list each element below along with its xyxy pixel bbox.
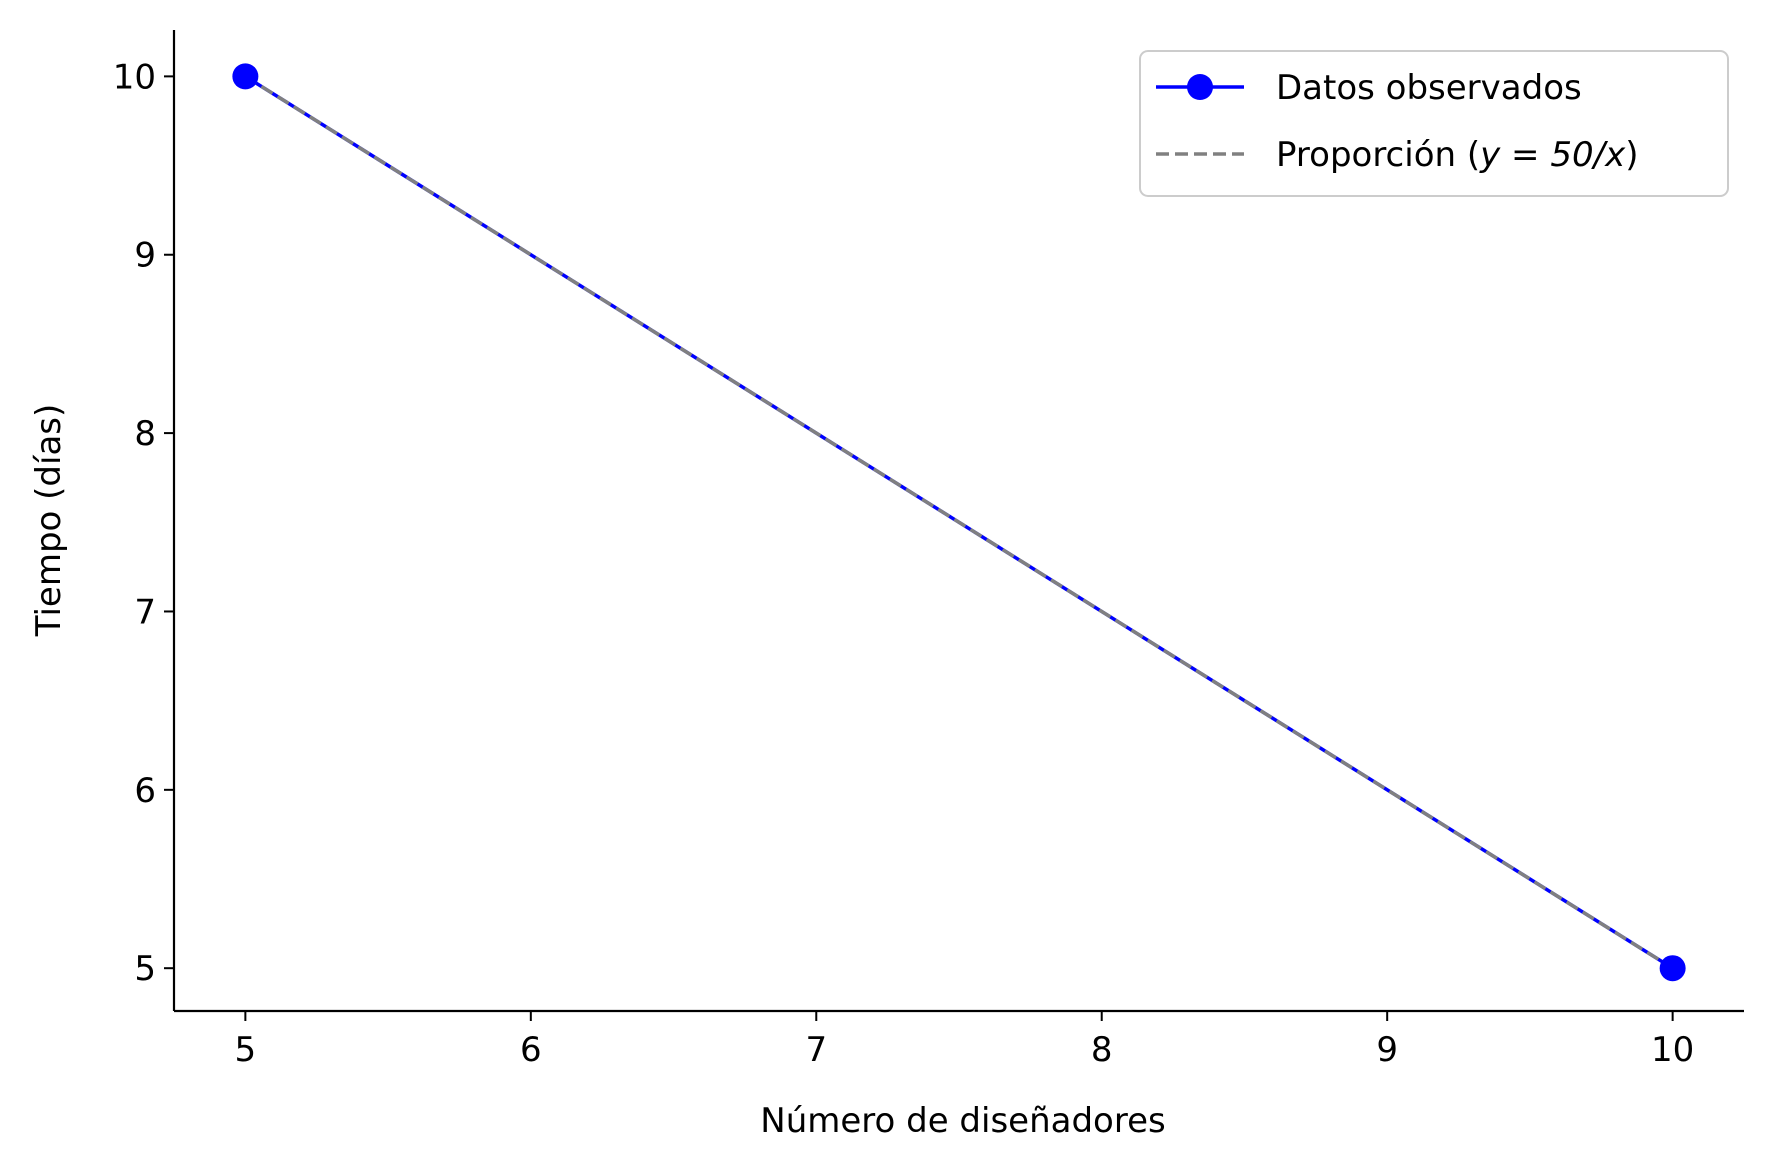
series-line-proportion <box>244 74 1674 970</box>
y-tick-label: 5 <box>134 949 156 989</box>
y-tick-label: 10 <box>113 57 156 97</box>
x-tick-label: 6 <box>520 1030 542 1070</box>
legend-marker-observed <box>1187 74 1213 100</box>
x-tick-label: 10 <box>1651 1030 1694 1070</box>
x-axis-ticks: 5 6 7 8 9 10 <box>235 1011 1694 1070</box>
x-tick-label: 8 <box>1091 1030 1113 1070</box>
y-axis-ticks: 5 6 7 8 9 10 <box>113 57 174 989</box>
y-tick-label: 9 <box>134 236 156 276</box>
y-tick-label: 6 <box>134 771 156 811</box>
data-point-observed <box>1659 955 1686 982</box>
legend-label-observed: Datos observados <box>1276 68 1582 108</box>
legend-label-proportion-prefix: Proporción ( <box>1276 135 1480 175</box>
x-axis-label: Número de diseñadores <box>760 1101 1165 1141</box>
legend-box <box>1139 50 1729 197</box>
x-tick-label: 7 <box>805 1030 827 1070</box>
legend-label-proportion-math: y = 50/x <box>1479 135 1626 175</box>
y-tick-label: 8 <box>134 414 156 454</box>
legend: Datos observados Proporción (y = 50/x) <box>1139 50 1729 197</box>
legend-label-proportion: Proporción (y = 50/x) <box>1276 135 1638 175</box>
data-point-observed <box>232 63 259 90</box>
y-axis-label: Tiempo (días) <box>29 404 69 638</box>
x-tick-label: 9 <box>1376 1030 1398 1070</box>
x-tick-label: 5 <box>235 1030 257 1070</box>
legend-label-proportion-suffix: ) <box>1625 135 1638 175</box>
plot-area <box>232 63 1686 982</box>
y-tick-label: 7 <box>134 592 156 632</box>
